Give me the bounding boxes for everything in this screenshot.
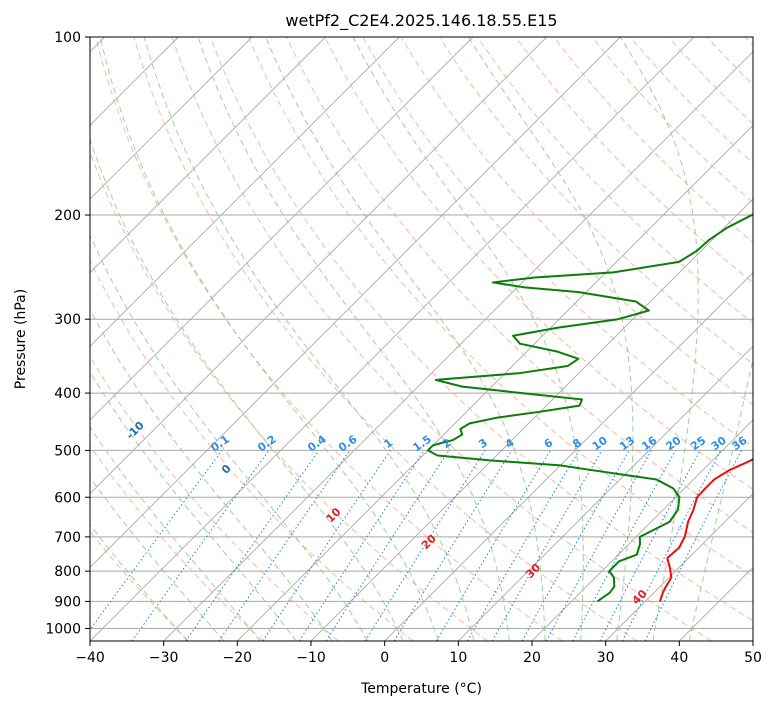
x-tick-label: −20 — [223, 650, 253, 666]
moist-adiabat-line — [90, 371, 297, 641]
dry-adiabat-line — [286, 37, 753, 533]
y-tick-label: 500 — [54, 443, 81, 459]
plot-frame — [89, 36, 754, 642]
dry-adiabat-line — [90, 355, 339, 641]
isotherm-line — [163, 51, 753, 641]
moist-adiabat-line — [90, 426, 261, 641]
moist-adiabat-line — [197, 37, 510, 641]
moist-adiabat-line — [143, 37, 475, 641]
isotherm-line — [90, 37, 253, 200]
mixing-ratio-line — [262, 450, 391, 641]
x-tick-label: 50 — [744, 650, 762, 666]
y-tick-label: 800 — [54, 564, 81, 580]
isotherm-line — [90, 37, 326, 274]
x-tick-label: −10 — [296, 650, 326, 666]
mixing-ratio-line — [393, 450, 513, 641]
y-tick-label: 400 — [54, 386, 81, 402]
dry-adiabat-line — [90, 444, 264, 641]
x-tick-label: 10 — [449, 650, 467, 666]
x-tick-label: 0 — [380, 650, 389, 666]
mixing-ratio-line — [325, 450, 450, 641]
isotherm-line — [237, 124, 753, 641]
isotherm-line — [90, 37, 547, 495]
moist-adiabat-line — [90, 137, 404, 641]
isotherm-line — [531, 419, 753, 641]
x-tick-label: −40 — [75, 650, 105, 666]
y-tick-label: 700 — [54, 530, 81, 546]
y-tick-label: 100 — [54, 30, 81, 46]
isotherm-line — [458, 345, 753, 641]
dry-adiabat-line — [515, 37, 753, 284]
dry-adiabat-line — [90, 259, 414, 641]
y-tick-label: 300 — [54, 312, 81, 328]
moist-adiabat-line — [265, 37, 546, 641]
dry-adiabat-line — [209, 37, 753, 622]
chart-title: wetPf2_C2E4.2025.146.18.55.E15 — [285, 11, 557, 31]
moist-adiabat-line — [99, 37, 439, 641]
isotherm-line — [384, 272, 753, 641]
mixing-ratio-line — [218, 450, 351, 641]
x-axis-label: Temperature (°C) — [360, 681, 482, 697]
mixing-ratio-line — [621, 450, 722, 641]
mixing-ratio-line — [545, 450, 652, 641]
mixing-ratio-line — [521, 450, 630, 641]
y-tick-label: 1000 — [45, 621, 81, 637]
dry-adiabat-line — [248, 37, 753, 577]
dry-adiabat-line — [133, 37, 638, 641]
dry-adiabat-line — [95, 37, 563, 641]
mixing-ratio-line — [644, 450, 742, 641]
moist-adiabat-line — [90, 234, 369, 641]
y-tick-label: 900 — [54, 594, 81, 610]
isotherm-line — [605, 493, 753, 641]
background-lines — [90, 37, 753, 641]
isotherm-line — [90, 37, 695, 641]
mixing-ratio-line — [185, 450, 320, 641]
x-tick-label: 40 — [670, 650, 688, 666]
x-tick-label: 20 — [523, 650, 541, 666]
axes: −40 −30 −20 −10 0 10 20 30 40 50 100 200 300 400 500 60… — [45, 30, 762, 666]
sounding-lines — [426, 213, 753, 603]
isotherm-line — [310, 198, 753, 641]
moist-adiabat-line — [90, 308, 333, 641]
isotherm-line — [90, 37, 621, 568]
isotherm-line — [90, 37, 474, 421]
x-tick-label: −30 — [149, 650, 179, 666]
moist-adiabat-line — [90, 476, 225, 641]
moist-adiabat-line — [688, 356, 753, 641]
mixing-ratio-line — [90, 450, 223, 631]
moist-adiabat-line — [90, 523, 188, 641]
temperature-line — [659, 457, 753, 602]
dewpoint-line — [426, 213, 753, 603]
mixing-ratio-line — [298, 450, 425, 641]
dry-adiabat-line — [324, 37, 753, 490]
y-axis-label: Pressure (hPa) — [13, 289, 29, 389]
y-tick-label: 200 — [54, 208, 81, 224]
mixing-ratio-line — [131, 450, 270, 641]
dry-adiabat-line — [171, 37, 712, 641]
mixing-ratio-line — [572, 450, 676, 641]
x-tick-label: 30 — [597, 650, 615, 666]
y-tick-label: 600 — [54, 490, 81, 506]
